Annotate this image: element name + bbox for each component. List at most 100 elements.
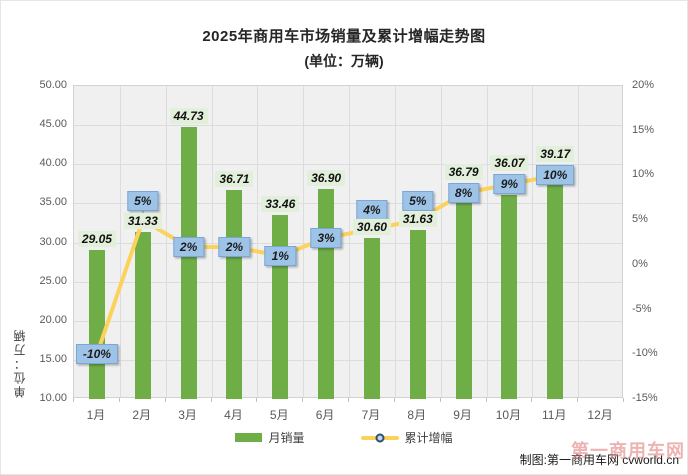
legend-item-cumulative-growth: 累计增幅 <box>360 429 453 446</box>
bar-value-label: 36.71 <box>215 170 254 187</box>
bar-value-label: 29.05 <box>77 230 116 247</box>
right-axis-tick-label: 5% <box>632 213 648 226</box>
gridline-vertical <box>211 86 213 397</box>
chart-title: 2025年商用车市场销量及累计增幅走势图 <box>202 28 486 45</box>
gridline-vertical <box>532 86 534 397</box>
pct-value-label: 4% <box>356 200 388 221</box>
bar-value-label: 31.63 <box>398 210 437 227</box>
gridline-horizontal <box>74 125 622 127</box>
line-marker-icon <box>375 433 384 442</box>
y-axis-tick-label: 45.00 <box>39 118 67 131</box>
x-axis-tick-icon <box>210 398 212 402</box>
gridline-horizontal <box>74 281 622 283</box>
right-axis-tick-label: 0% <box>632 257 648 270</box>
legend-label-monthly-sales: 月销量 <box>268 431 305 445</box>
x-axis-month-label: 3月 <box>178 408 197 422</box>
bar-value-label: 36.07 <box>490 155 529 172</box>
x-axis-tick-icon <box>393 398 395 402</box>
x-axis-month-label: 6月 <box>315 408 335 422</box>
legend: 月销量 累计增幅 <box>1 429 687 446</box>
bar-8月 <box>409 229 426 399</box>
bar-value-label: 36.79 <box>444 164 483 181</box>
bar-value-label: 44.73 <box>169 108 208 125</box>
y-axis-tick-label: 30.00 <box>39 235 67 248</box>
pct-value-label: 5% <box>127 191 159 212</box>
gridline-vertical <box>578 86 580 397</box>
gridline-horizontal <box>74 242 622 244</box>
right-axis-tick-label: -5% <box>632 302 652 315</box>
x-axis-tick-icon <box>439 398 441 402</box>
pct-value-label: -10% <box>75 344 118 365</box>
bar-10月 <box>501 195 518 399</box>
pct-value-label: 2% <box>218 236 251 257</box>
bar-value-label: 33.46 <box>261 196 300 213</box>
legend-item-monthly-sales: 月销量 <box>235 429 305 446</box>
x-axis-month-label: 4月 <box>224 408 243 422</box>
x-axis-month-label: 7月 <box>361 408 381 422</box>
right-axis-tick-label: 20% <box>632 79 655 91</box>
gridline-vertical <box>349 86 350 397</box>
bar-value-label: 31.33 <box>123 213 162 230</box>
gridline-horizontal <box>74 320 622 322</box>
bar-9月 <box>455 189 472 399</box>
right-axis-tick-label: 15% <box>632 123 655 136</box>
y-axis-tick-label: 35.00 <box>39 196 67 209</box>
pct-value-label: 8% <box>447 183 480 204</box>
right-axis-tick-label: -15% <box>632 392 658 404</box>
x-axis-month-label: 8月 <box>407 408 427 422</box>
pct-value-label: 3% <box>310 228 342 249</box>
gridline-vertical <box>486 86 488 397</box>
x-axis-tick-icon <box>577 398 579 402</box>
x-axis-month-label: 9月 <box>453 408 472 422</box>
gridline-horizontal <box>74 203 622 205</box>
x-axis-tick-icon <box>118 398 120 402</box>
bar-value-label: 36.90 <box>307 169 346 186</box>
x-axis-tick-icon <box>623 398 624 402</box>
line-series-swatch-icon <box>360 433 399 442</box>
pct-value-label: 2% <box>172 236 205 257</box>
watermark: 第一商用车网 <box>571 441 685 461</box>
legend-label-cumulative-growth: 累计增幅 <box>404 431 453 445</box>
x-axis-tick-icon <box>164 398 166 402</box>
gridline-horizontal <box>74 359 622 361</box>
gridline-vertical <box>440 86 442 397</box>
x-axis-tick-icon <box>256 398 258 402</box>
pct-value-label: 5% <box>402 191 434 212</box>
y-axis-tick-label: 20.00 <box>39 313 67 326</box>
bar-2月 <box>134 232 151 399</box>
y-axis-tick-label: 10.00 <box>39 392 67 404</box>
source-caption: 制图:第一商用车网 cvworld.cn <box>519 453 679 467</box>
y-axis-tick-label: 15.00 <box>39 352 67 365</box>
right-axis-tick-label: -10% <box>632 347 658 360</box>
gridline-vertical <box>394 86 396 397</box>
x-axis-month-label: 5月 <box>269 408 289 422</box>
bar-value-label: 30.60 <box>352 218 391 235</box>
x-axis-tick-icon <box>302 398 304 402</box>
pct-value-label: 10% <box>536 165 575 186</box>
x-axis-tick-icon <box>73 398 74 402</box>
x-axis-tick-icon <box>348 398 349 402</box>
x-axis-tick-icon <box>485 398 487 402</box>
y-axis-tick-label: 50.00 <box>39 79 67 91</box>
bar-series-swatch-icon <box>235 433 263 442</box>
x-axis-month-label: 1月 <box>86 408 106 422</box>
bar-11月 <box>547 170 564 399</box>
chart-title-block: 2025年商用车市场销量及累计增幅走势图 (单位：万辆) <box>1 25 687 71</box>
x-axis-tick-icon <box>531 398 533 402</box>
plot-area: -10% 5% 2% 2% 1% 3% 4% 5% 8% 9% 10% 29.05 31.33 44.73… <box>73 85 623 399</box>
gridline-vertical <box>119 86 121 397</box>
right-axis-tick-label: 10% <box>632 168 655 181</box>
x-axis-month-label: 11月 <box>542 408 567 422</box>
bar-7月 <box>363 237 380 399</box>
gridline-vertical <box>257 86 259 397</box>
gridline-vertical <box>303 86 305 397</box>
pct-value-label: 1% <box>264 245 296 266</box>
x-axis-month-label: 10月 <box>495 408 522 422</box>
growth-line <box>94 173 558 357</box>
x-axis-month-label: 2月 <box>132 408 152 422</box>
bar-value-label: 39.17 <box>536 146 575 163</box>
gridline-horizontal <box>74 164 622 166</box>
gridline-vertical <box>165 86 167 397</box>
bar-3月 <box>180 127 197 399</box>
